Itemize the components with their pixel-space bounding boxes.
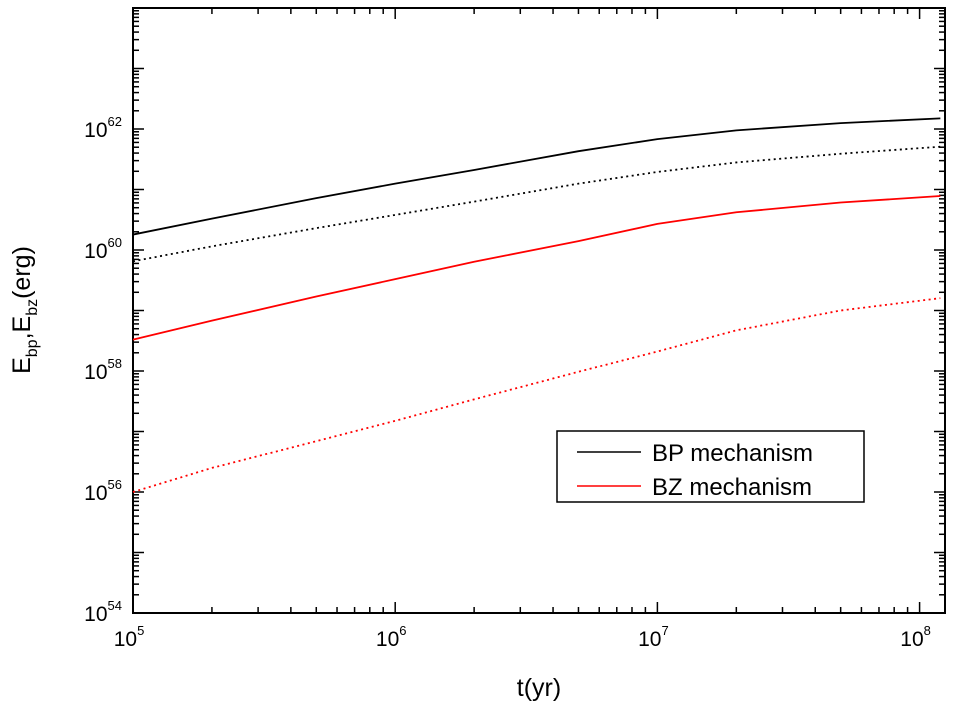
y-tick-label: 1060 bbox=[84, 235, 122, 263]
legend-box bbox=[556, 430, 865, 503]
x-axis-label: t(yr) bbox=[517, 674, 561, 702]
y-tick-label: 1054 bbox=[84, 598, 122, 626]
y-tick-label: 1062 bbox=[84, 114, 122, 142]
x-tick-label: 106 bbox=[376, 623, 407, 651]
y-tick-label: 1058 bbox=[84, 356, 122, 384]
legend-label-bp: BP mechanism bbox=[652, 440, 813, 467]
y-axis-label: Ebp,Ebz(erg) bbox=[8, 246, 41, 374]
x-tick-label: 105 bbox=[114, 623, 145, 651]
series-group bbox=[132, 117, 941, 493]
y-axis-label-sub2: bz bbox=[24, 299, 41, 316]
series-bp-dotted-line bbox=[132, 145, 941, 263]
x-tick-label: 108 bbox=[900, 623, 931, 651]
x-tick-label: 107 bbox=[638, 623, 669, 651]
legend: BP mechanism BZ mechanism bbox=[556, 430, 865, 503]
series-bp-solid-line bbox=[132, 117, 941, 236]
y-tick-label: 1056 bbox=[84, 477, 122, 505]
y-axis-label-sub1: bp bbox=[24, 339, 41, 357]
tick-labels: 105 106 107 108 1054 1056 1058 1060 1062 bbox=[84, 114, 931, 651]
series-bz-dotted-line bbox=[132, 297, 941, 493]
legend-label-bz: BZ mechanism bbox=[652, 474, 812, 501]
axis-ticks bbox=[132, 8, 945, 614]
series-bz-solid-line bbox=[132, 195, 941, 341]
